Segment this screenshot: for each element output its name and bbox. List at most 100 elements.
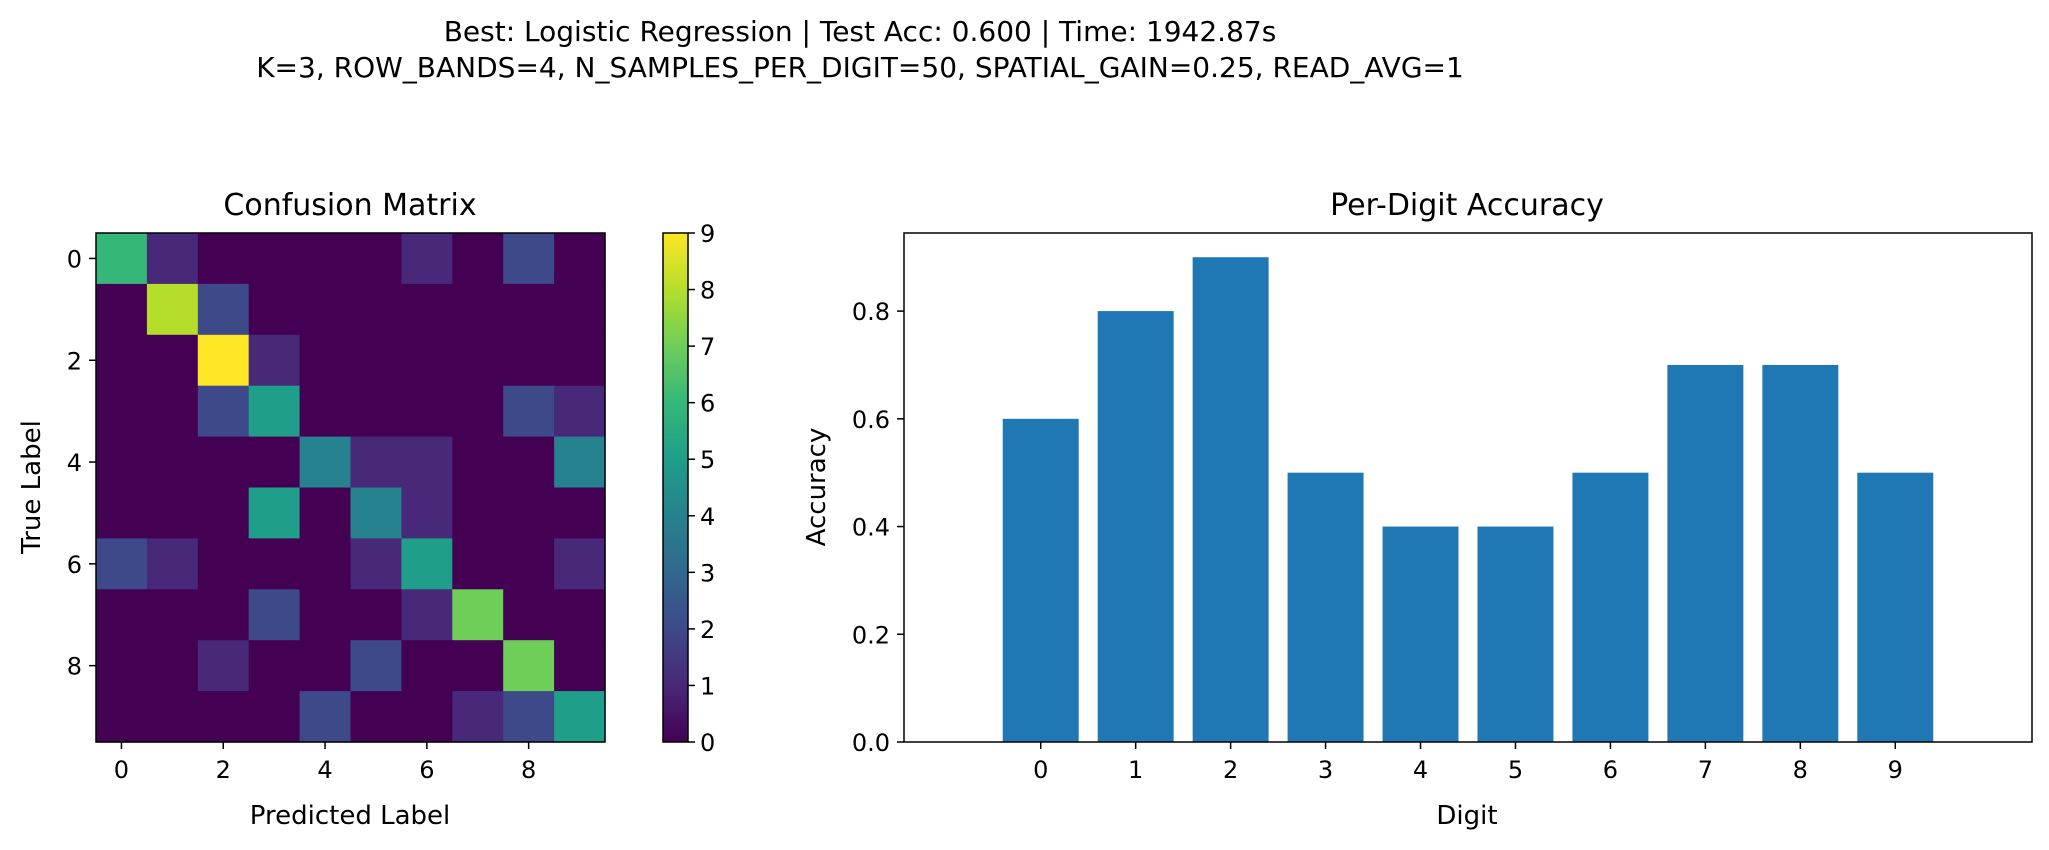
confusion-cell	[197, 487, 250, 539]
confusion-cell	[299, 283, 352, 336]
confusion-cell	[452, 385, 504, 438]
confusion-cell	[248, 283, 301, 336]
confusion-cell	[401, 640, 453, 692]
confusion-cell	[96, 283, 148, 336]
confusion-cell	[350, 233, 402, 285]
confusion-cell	[96, 334, 148, 387]
x-tick-label: 4	[317, 756, 332, 784]
bar-chart-title: Per-Digit Accuracy	[1330, 188, 1604, 223]
y-tick-label: 2	[67, 347, 82, 375]
colorbar	[662, 232, 689, 743]
bar	[1477, 526, 1554, 742]
confusion-cell	[96, 487, 148, 539]
confusion-cell	[350, 385, 402, 438]
confusion-cell	[401, 589, 453, 641]
confusion-cell	[146, 589, 199, 641]
confusion-cell	[350, 283, 402, 336]
confusion-cell	[197, 233, 250, 285]
confusion-cell	[452, 233, 504, 285]
confusion-cell	[554, 487, 606, 539]
bar	[1002, 418, 1079, 742]
confusion-cell	[401, 334, 453, 387]
confusion-cell	[96, 385, 148, 438]
confusion-cell	[554, 538, 606, 590]
confusion-cell	[503, 436, 555, 489]
confusion-cell	[554, 385, 606, 438]
confusion-cell	[350, 334, 402, 387]
confusion-cell	[96, 640, 148, 692]
bar	[1857, 472, 1934, 742]
confusion-cell	[401, 283, 453, 336]
confusion-cell	[197, 385, 250, 438]
colorbar-tick-label: 2	[700, 616, 715, 644]
confusion-cell	[350, 691, 402, 743]
x-tick-label: 7	[1698, 756, 1713, 784]
confusion-cell	[299, 487, 352, 539]
y-tick-label: 0.8	[852, 298, 890, 326]
confusion-cell	[197, 538, 250, 590]
confusion-cell	[350, 538, 402, 590]
colorbar-tick-label: 3	[700, 559, 715, 587]
figure-suptitle-line2: K=3, ROW_BANDS=4, N_SAMPLES_PER_DIGIT=50…	[256, 51, 1464, 84]
bar	[1287, 472, 1364, 742]
confusion-cell	[503, 385, 555, 438]
x-tick-label: 2	[1223, 756, 1238, 784]
y-tick-label: 4	[67, 449, 82, 477]
bar-chart-frame	[903, 232, 2033, 743]
confusion-cell	[299, 385, 352, 438]
confusion-cell	[146, 487, 199, 539]
confusion-cell	[96, 538, 148, 590]
confusion-cell	[452, 589, 504, 641]
confusion-cell	[401, 385, 453, 438]
colorbar-tick-label: 8	[700, 277, 715, 305]
confusion-cell	[146, 233, 199, 285]
bar	[1097, 311, 1174, 742]
confusion-cell	[452, 640, 504, 692]
colorbar-tick-label: 6	[700, 390, 715, 418]
confusion-cell	[96, 691, 148, 743]
confusion-cell	[554, 436, 606, 489]
confusion-cell	[146, 691, 199, 743]
confusion-matrix-cells	[96, 233, 606, 743]
confusion-cell	[197, 691, 250, 743]
confusion-cell	[197, 640, 250, 692]
x-tick-label: 6	[419, 756, 434, 784]
x-tick-label: 0	[114, 756, 129, 784]
confusion-cell	[248, 487, 301, 539]
confusion-cell	[197, 436, 250, 489]
confusion-cell	[350, 589, 402, 641]
confusion-cell	[452, 436, 504, 489]
x-tick-label: 9	[1888, 756, 1903, 784]
bar-chart-ylabel: Accuracy	[802, 428, 832, 547]
confusion-cell	[96, 233, 148, 285]
confusion-cell	[554, 640, 606, 692]
confusion-cell	[248, 385, 301, 438]
confusion-cell	[401, 538, 453, 590]
x-tick-label: 6	[1603, 756, 1618, 784]
confusion-cell	[248, 538, 301, 590]
confusion-cell	[554, 283, 606, 336]
confusion-cell	[503, 283, 555, 336]
confusion-cell	[503, 538, 555, 590]
confusion-cell	[452, 691, 504, 743]
confusion-matrix-frame	[95, 232, 606, 743]
confusion-cell	[401, 487, 453, 539]
confusion-cell	[554, 589, 606, 641]
confusion-cell	[248, 691, 301, 743]
confusion-cell	[248, 334, 301, 387]
colorbar-ticks: 0 1 2 3 4 5 6 7 8 9	[688, 220, 715, 757]
confusion-cell	[248, 233, 301, 285]
bar	[1572, 472, 1649, 742]
bar	[1192, 257, 1269, 742]
colorbar-tick-label: 9	[700, 220, 715, 248]
confusion-cell	[503, 233, 555, 285]
figure-suptitle-line1: Best: Logistic Regression | Test Acc: 0.…	[443, 15, 1277, 48]
confusion-matrix-title: Confusion Matrix	[223, 188, 476, 223]
confusion-cell	[452, 334, 504, 387]
confusion-cell	[401, 691, 453, 743]
confusion-cell	[146, 385, 199, 438]
colorbar-tick-label: 5	[700, 446, 715, 474]
confusion-cell	[248, 589, 301, 641]
x-tick-label: 2	[216, 756, 231, 784]
